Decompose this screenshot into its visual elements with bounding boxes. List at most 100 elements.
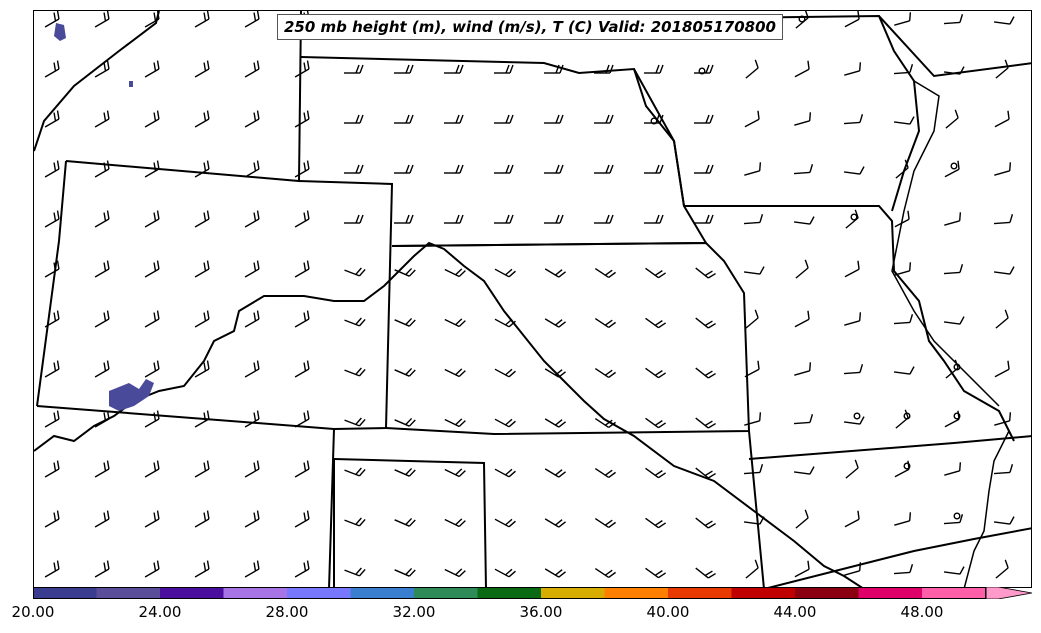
wind-barb (594, 64, 614, 74)
calm-marker (950, 162, 958, 170)
wind-barb (793, 414, 814, 425)
wind-barb (694, 214, 714, 224)
colorbar-segment (414, 587, 478, 599)
calm-marker (698, 67, 706, 75)
wind-barb (144, 460, 160, 478)
wind-barb (244, 310, 260, 328)
colorbar-tick-label: 40.00 (646, 603, 690, 621)
wind-barb (743, 464, 764, 475)
wind-barb (244, 510, 260, 528)
wind-barb (294, 110, 310, 128)
wind-barb (844, 11, 860, 28)
wind-barb (794, 60, 810, 78)
wind-barb (893, 116, 915, 125)
boundary-illinois (878, 15, 1031, 78)
wind-barb (494, 214, 514, 224)
wind-barb (594, 418, 616, 428)
wind-barb (843, 166, 865, 175)
wind-barb (794, 560, 810, 578)
colorbar-segment (541, 587, 605, 599)
wind-barb (44, 210, 60, 228)
wind-barb (444, 518, 466, 528)
wind-barb (344, 64, 364, 74)
wind-barb (294, 460, 310, 478)
wind-barb (394, 64, 414, 74)
wind-barb (544, 64, 564, 74)
colorbar-extend-arrow (985, 587, 1033, 599)
boundary-wyo-colorado (36, 160, 67, 407)
colorbar-tick-label: 24.00 (138, 603, 182, 621)
wind-barb (494, 518, 516, 528)
wind-barb (943, 66, 965, 75)
wind-barb (144, 260, 160, 278)
wind-barb (94, 11, 110, 28)
wind-barb (144, 11, 160, 28)
wind-barb (344, 517, 366, 527)
boundary-iowa (633, 14, 921, 212)
wind-barb (895, 159, 909, 179)
calm-marker (903, 412, 911, 420)
wind-barb (444, 568, 466, 578)
wind-barb (44, 510, 60, 528)
wind-barb (995, 309, 1009, 329)
wind-barb (244, 210, 260, 228)
colorbar-segment (160, 587, 224, 599)
wind-barb (695, 517, 716, 529)
wind-barb (244, 360, 260, 378)
wind-barb (144, 510, 160, 528)
colorbar-tick-label: 36.00 (519, 603, 563, 621)
calm-marker (953, 512, 961, 520)
colorbar-segment (96, 587, 161, 599)
wind-barb (645, 467, 666, 479)
wind-barb (244, 260, 260, 278)
wind-barb (194, 360, 210, 378)
calm-marker (953, 363, 961, 371)
wind-barb (144, 310, 160, 328)
wind-barb (94, 510, 110, 528)
wind-barb (694, 164, 714, 174)
wind-barb (594, 368, 616, 378)
wind-barb (44, 60, 60, 78)
wind-barb (44, 560, 60, 578)
wind-barb (394, 467, 416, 477)
wind-barb (294, 560, 310, 578)
wind-barb (244, 11, 260, 28)
wind-barb (494, 318, 516, 328)
wind-barb (344, 417, 366, 427)
wind-barb (244, 560, 260, 578)
wind-barb (993, 266, 1015, 275)
wind-barb (944, 160, 960, 178)
temp-blob-3 (129, 81, 133, 87)
boundary-ok-ar (748, 430, 765, 587)
wind-barb (695, 317, 716, 329)
wind-barb (993, 214, 1014, 225)
wind-barb (294, 260, 310, 278)
wind-barb (194, 160, 210, 178)
wind-barb (244, 160, 260, 178)
wind-barb (144, 110, 160, 128)
wind-barb (144, 160, 160, 178)
wind-barb (494, 368, 516, 378)
wind-barb (744, 412, 762, 426)
wind-barb (893, 314, 914, 325)
wind-barb (494, 164, 514, 174)
boundary-nebraska (300, 56, 708, 247)
wind-barb (444, 268, 466, 278)
wind-barb (845, 209, 859, 229)
state-boundaries (34, 11, 1031, 587)
wind-barb (743, 214, 764, 225)
wind-barb (894, 262, 912, 276)
wind-barb (644, 214, 664, 224)
wind-barb (244, 460, 260, 478)
wind-barb (795, 11, 809, 29)
wind-barb (645, 267, 666, 279)
wind-barb (344, 467, 366, 477)
wind-barb (94, 160, 110, 178)
wind-barb (594, 114, 614, 124)
wind-barb (695, 417, 716, 429)
wind-barb (244, 110, 260, 128)
wind-barb (995, 559, 1009, 579)
colorbar-segment (287, 587, 351, 599)
wind-barb (645, 517, 666, 529)
wind-barb (995, 59, 1009, 79)
